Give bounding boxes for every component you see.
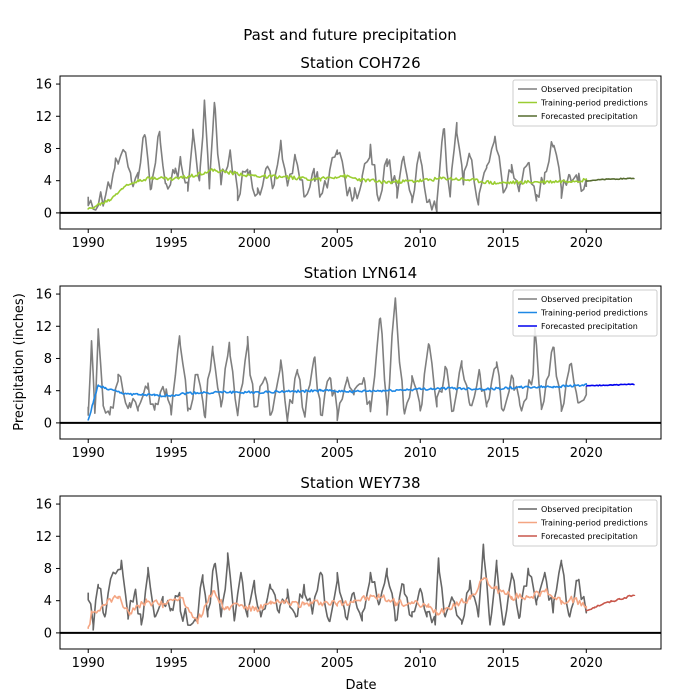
x-tick-label: 2020 bbox=[570, 446, 603, 461]
x-tick-label: 1995 bbox=[155, 446, 188, 461]
x-tick-label: 1990 bbox=[72, 656, 105, 671]
panel-title: Station WEY738 bbox=[300, 474, 420, 492]
y-tick-label: 16 bbox=[35, 498, 52, 513]
panel-title: Station COH726 bbox=[300, 54, 420, 72]
legend-entry-label: Training-period predictions bbox=[540, 309, 648, 318]
legend-entry-label: Observed precipitation bbox=[541, 505, 632, 514]
legend-entry-label: Forecasted precipitation bbox=[541, 322, 638, 331]
y-tick-label: 4 bbox=[44, 594, 52, 609]
y-tick-label: 4 bbox=[44, 384, 52, 399]
x-tick-label: 1995 bbox=[155, 656, 188, 671]
x-tick-label: 2010 bbox=[404, 656, 437, 671]
x-tick-label: 2020 bbox=[570, 656, 603, 671]
series-line-1 bbox=[87, 543, 588, 631]
axes-frame bbox=[59, 285, 662, 440]
series-line-2 bbox=[87, 577, 588, 629]
y-tick-label: 12 bbox=[35, 530, 52, 545]
legend-box bbox=[512, 79, 658, 127]
x-tick-label: 2015 bbox=[487, 236, 520, 251]
x-tick-label: 1990 bbox=[72, 236, 105, 251]
plot-area bbox=[87, 297, 635, 423]
y-tick-label: 8 bbox=[44, 142, 52, 157]
x-tick-label: 2020 bbox=[570, 236, 603, 251]
y-tick-label: 0 bbox=[44, 416, 52, 431]
panel-1: Station COH726 1990 1995 2000 2005 2010 2015 20… bbox=[35, 54, 662, 251]
series-line-1 bbox=[87, 297, 588, 423]
legend: Observed precipitation Training-period pr… bbox=[512, 289, 658, 337]
plot-area bbox=[87, 99, 635, 213]
y-axis-label: Precipitation (inches) bbox=[12, 293, 27, 431]
legend: Observed precipitation Training-period pr… bbox=[512, 499, 658, 547]
y-tick-label: 16 bbox=[35, 78, 52, 93]
axes-frame bbox=[59, 495, 662, 650]
legend-entry-label: Forecasted precipitation bbox=[541, 532, 638, 541]
x-tick-label: 2000 bbox=[238, 446, 271, 461]
y-tick-label: 12 bbox=[35, 110, 52, 125]
x-tick-label: 2005 bbox=[321, 236, 354, 251]
legend-box bbox=[512, 289, 658, 337]
legend-entry-label: Training-period predictions bbox=[540, 99, 648, 108]
x-axis-label: Date bbox=[345, 678, 376, 693]
x-tick-label: 2015 bbox=[487, 446, 520, 461]
x-tick-label: 2010 bbox=[404, 446, 437, 461]
figure-suptitle: Past and future precipitation bbox=[243, 26, 457, 44]
y-tick-label: 8 bbox=[44, 352, 52, 367]
series-line-2 bbox=[87, 383, 588, 421]
x-tick-label: 2000 bbox=[238, 236, 271, 251]
panel-3: Station WEY738 1990 1995 2000 2005 2010 2015 20… bbox=[35, 474, 662, 671]
x-tick-label: 2005 bbox=[321, 656, 354, 671]
x-tick-label: 2010 bbox=[404, 236, 437, 251]
x-tick-label: 1995 bbox=[155, 236, 188, 251]
y-tick-label: 16 bbox=[35, 288, 52, 303]
legend-entry-label: Observed precipitation bbox=[541, 85, 632, 94]
series-line-2 bbox=[87, 168, 588, 210]
x-tick-label: 1990 bbox=[72, 446, 105, 461]
legend: Observed precipitation Training-period pr… bbox=[512, 79, 658, 127]
axes-frame bbox=[59, 75, 662, 230]
plot-area bbox=[87, 543, 636, 631]
series-line-3 bbox=[585, 383, 635, 387]
x-tick-label: 2005 bbox=[321, 446, 354, 461]
legend-entry-label: Observed precipitation bbox=[541, 295, 632, 304]
y-tick-label: 0 bbox=[44, 626, 52, 641]
series-line-3 bbox=[585, 177, 635, 182]
series-line-1 bbox=[87, 99, 588, 213]
panel-2: Station LYN614 1990 1995 2000 2005 2010 2015 20… bbox=[35, 264, 662, 461]
y-tick-label: 8 bbox=[44, 562, 52, 577]
chart-panels: Station COH726 1990 1995 2000 2005 2010 2015 20… bbox=[35, 54, 662, 671]
legend-entry-label: Forecasted precipitation bbox=[541, 112, 638, 121]
y-tick-label: 12 bbox=[35, 320, 52, 335]
x-tick-label: 2000 bbox=[238, 656, 271, 671]
panel-title: Station LYN614 bbox=[304, 264, 417, 282]
y-tick-label: 4 bbox=[44, 174, 52, 189]
legend-box bbox=[512, 499, 658, 547]
y-tick-label: 0 bbox=[44, 206, 52, 221]
series-line-3 bbox=[585, 594, 636, 612]
legend-entry-label: Training-period predictions bbox=[540, 519, 648, 528]
x-tick-label: 2015 bbox=[487, 656, 520, 671]
